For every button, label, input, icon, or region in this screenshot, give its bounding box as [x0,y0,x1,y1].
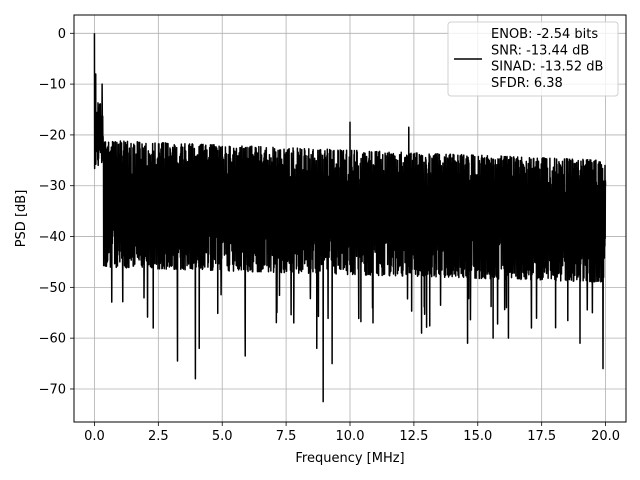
legend-line: SNR: -13.44 dB [491,43,589,58]
y-axis-ticks: 0 −10 −20 −30 −40 −50 −60 −70 [39,27,74,397]
y-tick-label: −10 [39,78,66,93]
y-tick-label: −30 [39,179,66,194]
legend: ENOB: -2.54 bits SNR: -13.44 dB SINAD: -13… [447,21,619,97]
x-tick-label: 15.0 [463,429,492,444]
y-tick-label: −20 [39,128,66,143]
y-axis-label: PSD [dB] [14,190,29,248]
x-tick-label: 20.0 [591,429,620,444]
x-tick-label: 7.5 [276,429,297,444]
legend-line: SFDR: 6.38 [491,76,563,91]
y-tick-label: −40 [39,230,66,245]
y-tick-label: −50 [39,281,66,296]
y-tick-label: −60 [39,332,66,347]
legend-line: SINAD: -13.52 dB [491,60,603,75]
x-tick-label: 10.0 [336,429,365,444]
y-tick-label: −70 [39,382,66,397]
x-tick-label: 2.5 [148,429,169,444]
legend-box [447,21,619,97]
x-axis-ticks: 0.0 2.5 5.0 7.5 10.0 12.5 15.0 17.5 20.0 [84,422,620,444]
psd-trace-line [93,33,607,403]
y-tick-label: 0 [58,27,66,42]
legend-line: ENOB: -2.54 bits [491,27,598,42]
x-axis-label: Frequency [MHz] [295,451,404,466]
legend-label: ENOB: -2.54 bits SNR: -13.44 dB SINAD: -13… [491,27,603,91]
x-tick-label: 0.0 [84,429,105,444]
psd-trace [93,33,607,403]
x-tick-label: 17.5 [527,429,556,444]
x-tick-label: 12.5 [399,429,428,444]
x-tick-label: 5.0 [212,429,233,444]
